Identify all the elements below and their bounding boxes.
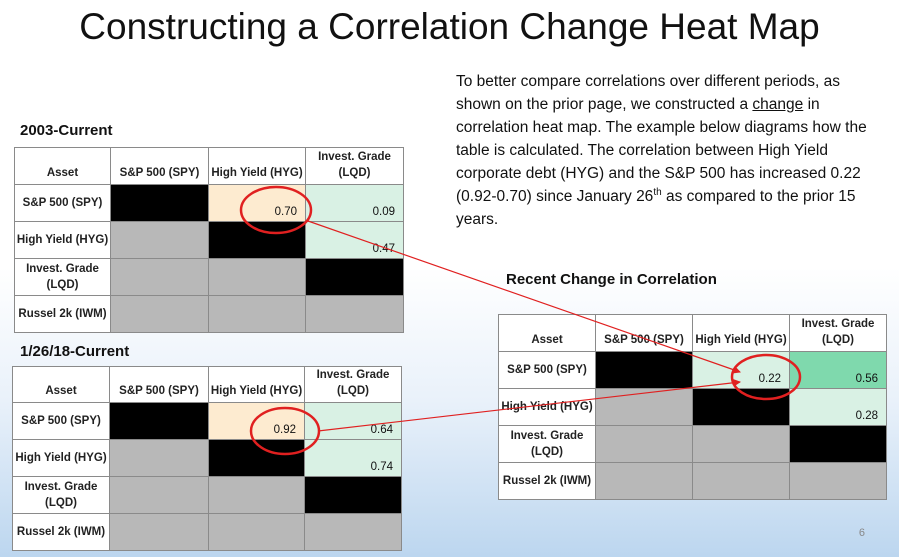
row-label: S&P 500 (SPY) [14,184,111,222]
row-label: S&P 500 (SPY) [12,402,110,440]
description-part-3: as compared to the prior 15 years. [456,188,856,228]
description-part-1: To better compare correlations over diff… [456,73,840,113]
table-header-row: Asset S&P 500 (SPY) High Yield (HYG) Inv… [14,147,404,185]
heatmap-cell: 0.47 [305,221,404,259]
heatmap-cell [208,221,306,259]
column-header: Invest. Grade (LQD) [305,147,404,185]
column-header: S&P 500 (SPY) [110,147,209,185]
row-label: High Yield (HYG) [12,439,110,477]
heatmap-cell: 0.09 [305,184,404,222]
slide-title: Constructing a Correlation Change Heat M… [79,6,820,47]
heatmap-cell [595,351,693,389]
heatmap-cell [109,476,209,514]
row-label: Invest. Grade (LQD) [498,425,596,463]
heatmap-cell [208,258,306,296]
table-row: Russel 2k (IWM) [14,295,404,333]
heatmap-cell [208,295,306,333]
row-label: High Yield (HYG) [498,388,596,426]
heatmap-cell [789,425,887,463]
description-text: To better compare correlations over diff… [456,70,886,231]
description-superscript: th [653,186,662,198]
column-header: S&P 500 (SPY) [109,366,209,403]
heatmap-table-recent-change: Asset S&P 500 (SPY) High Yield (HYG) Inv… [498,314,887,500]
row-label: High Yield (HYG) [14,221,111,259]
table-2003-current-title: 2003-Current [20,122,113,139]
heatmap-cell [305,295,404,333]
heatmap-cell [305,258,404,296]
arrow-from-092 [317,378,741,432]
heatmap-cell [110,295,209,333]
description-underlined-word: change [752,96,804,113]
table-row: High Yield (HYG) 0.28 [498,388,887,426]
column-header: Asset [14,147,111,185]
heatmap-table-1-26-18-current: Asset S&P 500 (SPY) High Yield (HYG) Inv… [12,366,402,551]
heatmap-cell [109,513,209,551]
heatmap-cell: 0.64 [304,402,402,440]
table-recent-change-title: Recent Change in Correlation [506,271,717,288]
heatmap-cell [789,462,887,500]
row-label: Russel 2k (IWM) [14,295,111,333]
table-1-26-18-current-title: 1/26/18-Current [20,343,130,360]
highlight-circle-022 [730,353,802,401]
heatmap-cell [304,513,402,551]
row-label: Russel 2k (IWM) [498,462,596,500]
heatmap-cell [208,513,305,551]
heatmap-cell: 0.74 [304,439,402,477]
heatmap-cell [692,462,790,500]
highlight-circle-092 [249,406,321,456]
table-row: High Yield (HYG) 0.47 [14,221,404,259]
highlight-circle-070 [239,185,313,235]
heatmap-table-2003-current: Asset S&P 500 (SPY) High Yield (HYG) Inv… [14,147,404,333]
table-row: Invest. Grade (LQD) [498,425,887,463]
table-row: Invest. Grade (LQD) [12,476,402,514]
column-header: Asset [498,314,596,352]
heatmap-cell [304,476,402,514]
heatmap-cell [208,476,305,514]
heatmap-cell [595,462,693,500]
heatmap-cell [595,425,693,463]
table-row: Invest. Grade (LQD) [14,258,404,296]
heatmap-cell [692,425,790,463]
arrow-from-070 [307,220,741,374]
heatmap-cell [110,258,209,296]
table-row: Russel 2k (IWM) [498,462,887,500]
heatmap-cell: 0.28 [789,388,887,426]
table-row: Russel 2k (IWM) [12,513,402,551]
page-number: 6 [858,527,865,539]
heatmap-cell [110,221,209,259]
row-label: Russel 2k (IWM) [12,513,110,551]
description-part-2: in correlation heat map. The example bel… [456,96,867,205]
column-header: High Yield (HYG) [208,147,306,185]
heatmap-cell [109,439,209,477]
heatmap-cell [109,402,209,440]
heatmap-cell [692,388,790,426]
table-header-row: Asset S&P 500 (SPY) High Yield (HYG) Inv… [12,366,402,403]
column-header: Invest. Grade (LQD) [789,314,887,352]
column-header: S&P 500 (SPY) [595,314,693,352]
heatmap-cell: 0.56 [789,351,887,389]
heatmap-cell [595,388,693,426]
